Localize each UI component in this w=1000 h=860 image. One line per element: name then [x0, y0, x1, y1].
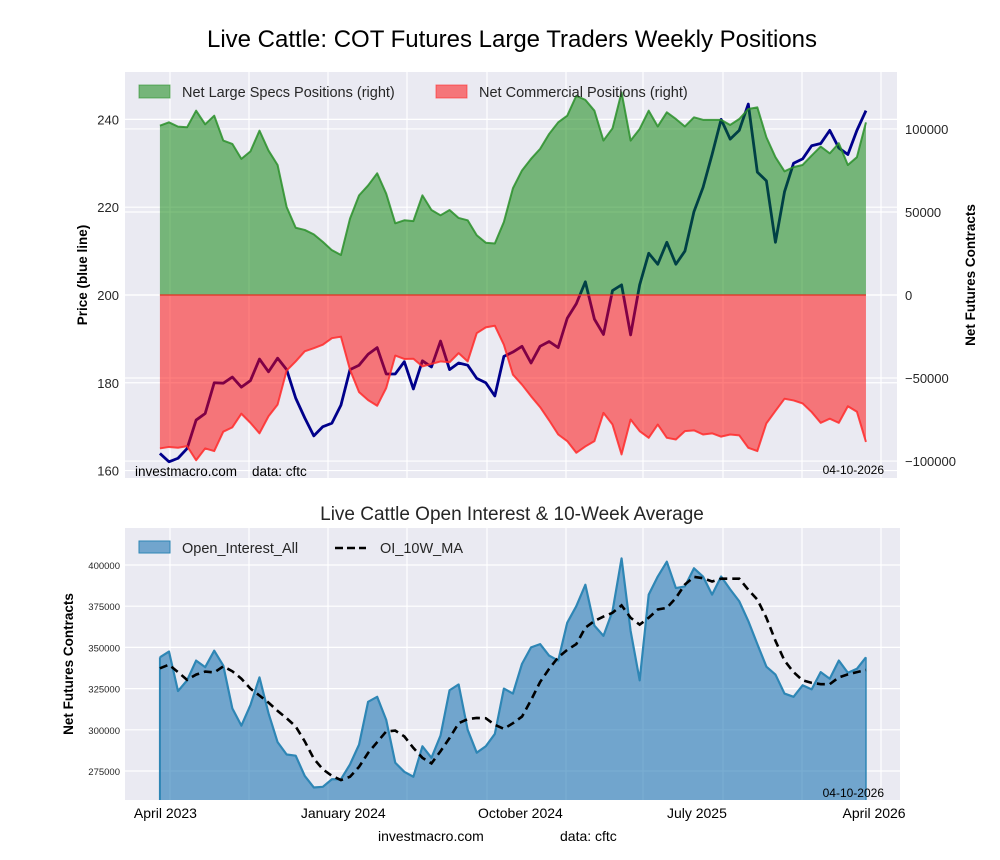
open-interest-line: [159, 557, 867, 789]
open-interest-title: Live Cattle Open Interest & 10-Week Aver…: [320, 504, 704, 525]
left-tick-label: 160: [97, 464, 119, 479]
open-interest-area: [159, 558, 866, 800]
legend-label-commercial: Net Commercial Positions (right): [479, 85, 688, 101]
left-tick-label: 180: [97, 376, 119, 391]
y-tick-label: 275000: [88, 767, 120, 778]
y-tick-label: 400000: [88, 561, 120, 572]
right-tick-label: 50000: [905, 205, 941, 220]
right-tick-label: 0: [905, 288, 912, 303]
specs-area: [159, 92, 866, 296]
commercial-area: [159, 295, 866, 461]
footer-data: data: cftc: [560, 828, 617, 844]
positions-legend: Net Large Specs Positions (right) Net Co…: [138, 84, 688, 101]
legend-swatch-specs: [138, 84, 171, 99]
y-tick-label: 300000: [88, 726, 120, 737]
left-tick-label: 200: [97, 288, 119, 303]
positions-ticks: 160 180 200 220 240 −100000 −50000 0 50000 100000: [97, 112, 956, 478]
legend-swatch-commercial: [435, 84, 468, 99]
specs-line: [159, 91, 867, 256]
right-tick-label: −50000: [905, 371, 949, 386]
right-tick-label: 100000: [905, 122, 948, 137]
price-axis-label: Price (blue line): [75, 225, 90, 326]
y-tick-label: 350000: [88, 643, 120, 654]
x-tick-label: April 2026: [843, 805, 906, 821]
x-tick-label: January 2024: [301, 805, 386, 821]
positions-marks: [158, 91, 868, 464]
x-tick-label: July 2025: [667, 805, 727, 821]
date-annotation: 04-10-2026: [823, 463, 885, 477]
net-futures-axis-label: Net Futures Contracts: [963, 204, 978, 346]
commercial-line: [159, 324, 867, 462]
legend-label-open-interest: Open_Interest_All: [182, 541, 298, 557]
legend-label-ma: OI_10W_MA: [380, 541, 463, 557]
left-tick-label: 220: [97, 200, 119, 215]
left-tick-label: 240: [97, 112, 119, 127]
legend-label-specs: Net Large Specs Positions (right): [182, 85, 395, 101]
x-tick-label: October 2024: [478, 805, 563, 821]
legend-swatch-open-interest: [138, 540, 171, 554]
y-tick-label: 325000: [88, 685, 120, 696]
ma-line: [159, 575, 867, 782]
data-annotation: data: cftc: [252, 464, 307, 479]
positions-chart: 160 180 200 220 240 −100000 −50000 0 50000 100000…: [75, 72, 978, 479]
open-interest-marks: [158, 557, 867, 800]
figure-title: Live Cattle: COT Futures Large Traders W…: [207, 26, 817, 53]
oi-date-annotation: 04-10-2026: [823, 786, 885, 800]
x-tick-label: April 2023: [134, 805, 197, 821]
open-interest-legend: Open_Interest_All OI_10W_MA: [138, 540, 463, 557]
footer-site: investmacro.com: [378, 828, 484, 844]
y-tick-label: 375000: [88, 602, 120, 613]
open-interest-ticks: 275000 300000 325000 350000 375000 400000 Apri…: [88, 561, 906, 821]
open-interest-axis-label: Net Futures Contracts: [61, 593, 76, 735]
source-annotation: investmacro.com: [135, 464, 237, 479]
right-tick-label: −100000: [905, 454, 956, 469]
open-interest-chart: Live Cattle Open Interest & 10-Week Aver…: [61, 504, 906, 821]
